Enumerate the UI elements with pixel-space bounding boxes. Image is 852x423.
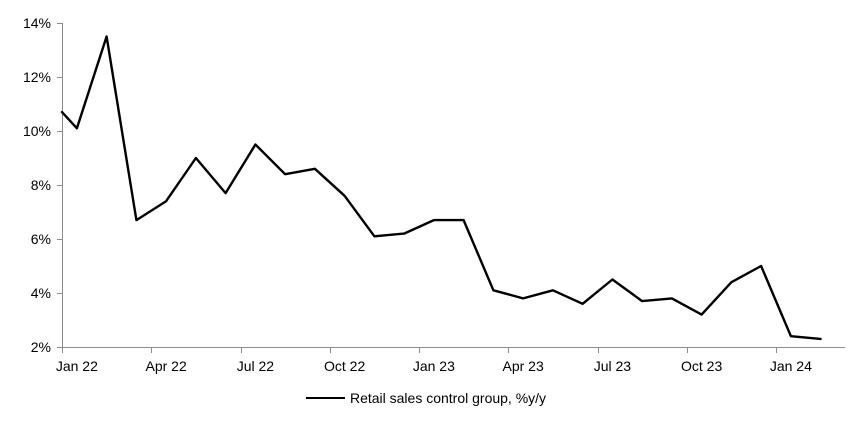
x-tick-label: Apr 23 <box>503 358 544 374</box>
legend-line-swatch <box>305 397 345 399</box>
y-tick-label: 2% <box>31 339 51 355</box>
y-tick-label: 10% <box>23 123 51 139</box>
x-tick-label: Jan 24 <box>770 358 812 374</box>
y-tick-label: 6% <box>31 231 51 247</box>
x-tick-label: Apr 22 <box>146 358 187 374</box>
x-tick-label: Oct 23 <box>681 358 722 374</box>
x-axis: Jan 22 Apr 22 Jul 22 Oct 22 Jan 23 Apr 23 Jul … <box>56 347 845 374</box>
x-tick-label: Jan 22 <box>56 358 98 374</box>
legend: Retail sales control group, %y/y <box>0 390 852 406</box>
y-tick-label: 8% <box>31 177 51 193</box>
series-line <box>60 35 822 341</box>
x-tick-label: Jul 22 <box>237 358 275 374</box>
y-tick-label: 12% <box>23 69 51 85</box>
x-tick-label: Jul 23 <box>594 358 632 374</box>
x-tick-label: Oct 22 <box>324 358 365 374</box>
y-tick-label: 4% <box>31 285 51 301</box>
x-tick-label: Jan 23 <box>413 358 455 374</box>
legend-label: Retail sales control group, %y/y <box>349 390 547 406</box>
y-axis: 2% 4% 6% 8% 10% 12% 14% <box>23 15 63 355</box>
y-tick-label: 14% <box>23 15 51 31</box>
